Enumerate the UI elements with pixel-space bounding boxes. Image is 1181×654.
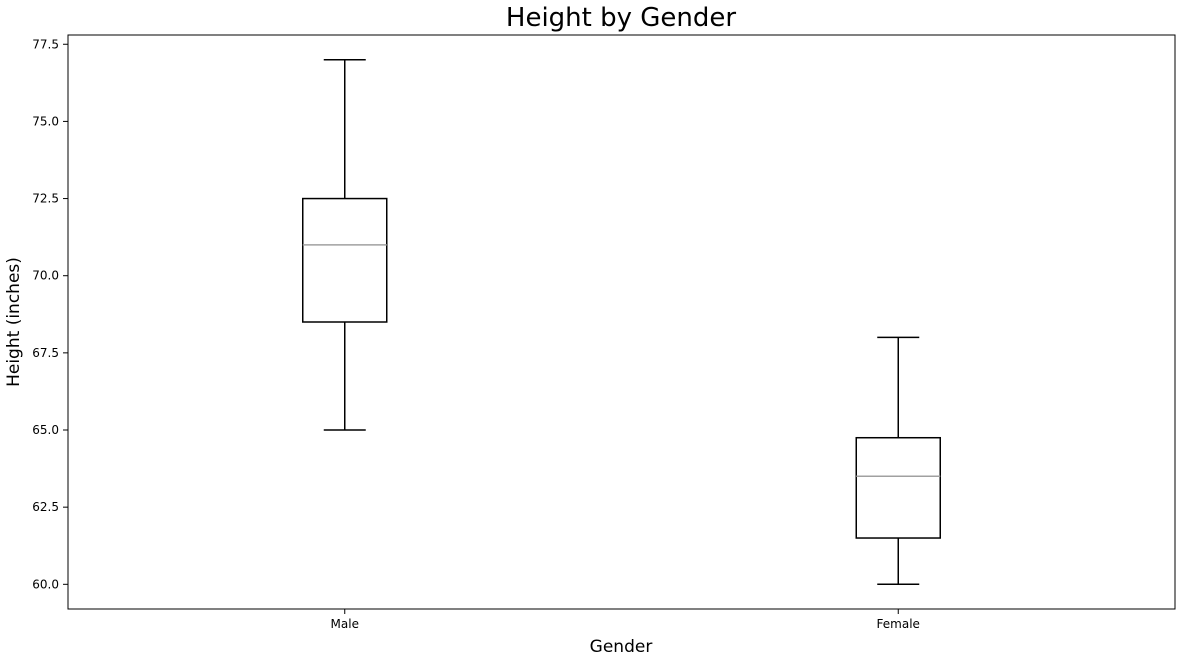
iqr-box bbox=[855, 436, 941, 539]
x-axis-label: Gender bbox=[590, 637, 653, 654]
y-tick-label: 60.0 bbox=[32, 577, 59, 591]
box-female bbox=[855, 336, 941, 586]
y-tick-label: 72.5 bbox=[32, 192, 59, 206]
y-tick-label: 77.5 bbox=[32, 37, 59, 51]
box-series bbox=[302, 58, 941, 586]
chart-title: Height by Gender bbox=[506, 3, 736, 33]
box-male bbox=[302, 58, 388, 431]
x-tick-label: Male bbox=[331, 617, 359, 631]
plot-area-frame bbox=[67, 34, 1176, 610]
y-axis-ticks: 60.0 62.5 65.0 67.5 70.0 72.5 75.0 77.5 bbox=[32, 37, 68, 591]
x-tick-label: Female bbox=[877, 617, 920, 631]
y-axis-label: Height (inches) bbox=[4, 257, 24, 387]
y-tick-label: 65.0 bbox=[32, 423, 59, 437]
x-axis-ticks: Male Female bbox=[331, 609, 920, 631]
y-tick-label: 75.0 bbox=[32, 114, 59, 128]
iqr-box bbox=[302, 197, 388, 323]
y-tick-label: 67.5 bbox=[32, 346, 59, 360]
y-tick-label: 70.0 bbox=[32, 269, 59, 283]
y-tick-label: 62.5 bbox=[32, 500, 59, 514]
